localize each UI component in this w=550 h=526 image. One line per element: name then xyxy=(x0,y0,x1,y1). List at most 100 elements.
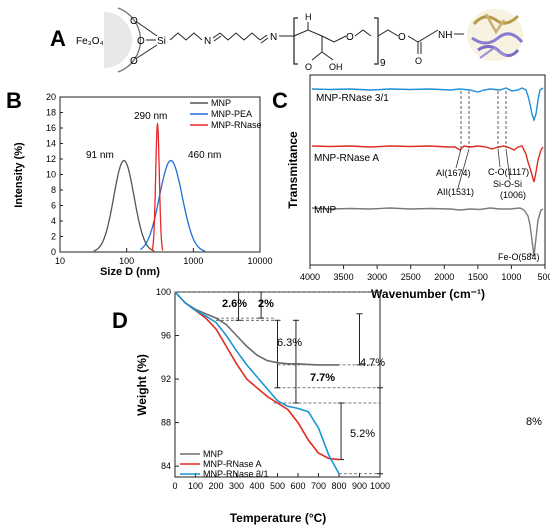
band-label-1006: (1006) xyxy=(500,190,526,200)
nanoparticle-outline xyxy=(117,7,142,73)
y-tick-label: 2 xyxy=(51,232,56,242)
x-tick-label: 0 xyxy=(172,481,177,491)
series-line-mnp-rnase-a xyxy=(174,291,340,461)
x-tick-label: 3000 xyxy=(367,272,387,282)
y-tick-label: 4 xyxy=(51,216,56,226)
x-tick-label: 100 xyxy=(188,481,203,491)
y-tick-label: 96 xyxy=(161,331,171,341)
scheme-h: H xyxy=(305,12,312,22)
series-line-mnp-rnase xyxy=(151,122,164,251)
panel-label-b: B xyxy=(6,88,22,113)
series-line-mnp xyxy=(174,291,339,366)
glutaraldehyde-chain xyxy=(219,32,261,41)
annotation-7-7: 7.7% xyxy=(310,372,335,384)
y-tick-label: 10 xyxy=(46,170,56,180)
series-line-mnp-rnase-3-1 xyxy=(311,87,544,123)
series-group-d xyxy=(174,291,340,475)
scheme-o-ester: O xyxy=(398,32,406,43)
scheme-nh: NH xyxy=(438,30,452,41)
panel-c: C 4000 3500 3000 2500 2000 1500 1000 500 Wavenu… xyxy=(272,74,550,301)
band-label-fe-o: Fe-O(584) xyxy=(498,252,540,262)
propyl-chain xyxy=(169,32,203,41)
imine-bond xyxy=(260,37,269,44)
peg-chain xyxy=(354,29,372,37)
x-axis-label-b: Size D (nm) xyxy=(100,266,160,278)
series-line-mnp-rnase-a xyxy=(311,145,544,183)
scheme-n2: N xyxy=(270,32,277,43)
annotation-2: 2% xyxy=(258,298,274,310)
scheme-o-carbonyl: O xyxy=(415,56,422,66)
y-tick-label: 16 xyxy=(46,123,56,133)
x-axis-b: 10 100 1000 10000 xyxy=(55,248,273,266)
x-tick-label: 800 xyxy=(331,481,346,491)
legend-label-mnp-rnase: MNP-RNase xyxy=(211,120,262,130)
y-tick-label: 20 xyxy=(46,92,56,102)
carboxyl-bond xyxy=(321,51,334,61)
plot-frame-c xyxy=(309,74,546,266)
panel-d: D 84 88 92 96 100 0 100 200 300 400 500 600 700 800 9… xyxy=(112,287,542,525)
annotation-91nm: 91 nm xyxy=(86,150,114,161)
annotation-460nm: 460 nm xyxy=(188,150,221,161)
x-tick-label: 300 xyxy=(229,481,244,491)
y-tick-label: 92 xyxy=(161,374,171,384)
bond xyxy=(427,29,439,37)
series-label-mnp: MNP xyxy=(314,205,337,216)
x-tick-label: 600 xyxy=(290,481,305,491)
panel-label-d: D xyxy=(112,308,128,333)
x-axis-label-d: Temperature (°C) xyxy=(230,511,327,525)
bond xyxy=(136,21,158,37)
annotation-4-7: 4.7% xyxy=(360,357,385,369)
scheme-n1: N xyxy=(204,36,211,47)
legend-label-mnp-pea: MNP-PEA xyxy=(211,109,252,119)
scheme-fe3o4: Fe₃O₄ xyxy=(76,36,104,47)
x-tick-label: 3500 xyxy=(334,272,354,282)
series-line-mnp-pea xyxy=(139,159,206,252)
y-tick-label: 0 xyxy=(51,247,56,257)
backbone xyxy=(293,29,323,37)
nanoparticle-shade xyxy=(104,12,132,68)
bracket-right xyxy=(374,17,379,65)
x-axis-c: 4000 3500 3000 2500 2000 1500 1000 500 xyxy=(300,265,550,282)
x-tick-label: 1000 xyxy=(183,256,203,266)
scheme-nine: 9 xyxy=(380,58,386,69)
x-axis-d: 0 100 200 300 400 500 600 700 800 900 1000 xyxy=(172,473,390,491)
y-tick-label: 84 xyxy=(161,461,171,471)
y-axis-b: 0 2 4 6 8 10 12 14 16 18 20 xyxy=(46,92,63,257)
annotation-8: 8% xyxy=(526,416,542,428)
bracket-left xyxy=(293,17,298,65)
y-tick-label: 18 xyxy=(46,108,56,118)
legend-label-mnp-rnase-a: MNP-RNase A xyxy=(203,459,262,469)
y-axis-label-c: Transmitance xyxy=(286,131,300,209)
x-tick-label: 700 xyxy=(311,481,326,491)
rnase-protein-icon xyxy=(467,9,524,61)
x-tick-label: 4000 xyxy=(300,272,320,282)
annotation-2-6: 2.6% xyxy=(222,298,247,310)
x-axis-label-c: Wavenumber (cm⁻¹) xyxy=(371,287,485,301)
legend-label-mnp: MNP xyxy=(211,98,231,108)
y-tick-label: 8 xyxy=(51,185,56,195)
scheme-o-ring: O xyxy=(346,32,354,43)
imine-bond xyxy=(213,35,222,42)
y-tick-label: 6 xyxy=(51,201,56,211)
imine-bond xyxy=(259,34,268,41)
y-axis-d: 84 88 92 96 100 xyxy=(156,287,179,471)
x-tick-label: 500 xyxy=(537,272,550,282)
y-axis-label-d: Weight (%) xyxy=(135,354,149,416)
band-guides xyxy=(460,91,507,148)
legend-label-mnp-rnase-3-1: MNP-RNase 3/1 xyxy=(203,469,269,479)
scheme-o1: O xyxy=(130,16,138,27)
series-group-b xyxy=(93,122,206,252)
series-label-mnp-rnase-3-1: MNP-RNase 3/1 xyxy=(316,93,389,104)
y-axis-label-b: Intensity (%) xyxy=(13,142,25,208)
scheme-o3: O xyxy=(130,56,138,67)
scheme-oh: OH xyxy=(329,62,343,72)
scheme-o-acid: O xyxy=(305,62,312,72)
scheme-o2: O xyxy=(137,36,145,47)
x-tick-label: 900 xyxy=(352,481,367,491)
bond xyxy=(136,44,158,59)
y-tick-label: 88 xyxy=(161,418,171,428)
x-tick-label: 200 xyxy=(208,481,223,491)
